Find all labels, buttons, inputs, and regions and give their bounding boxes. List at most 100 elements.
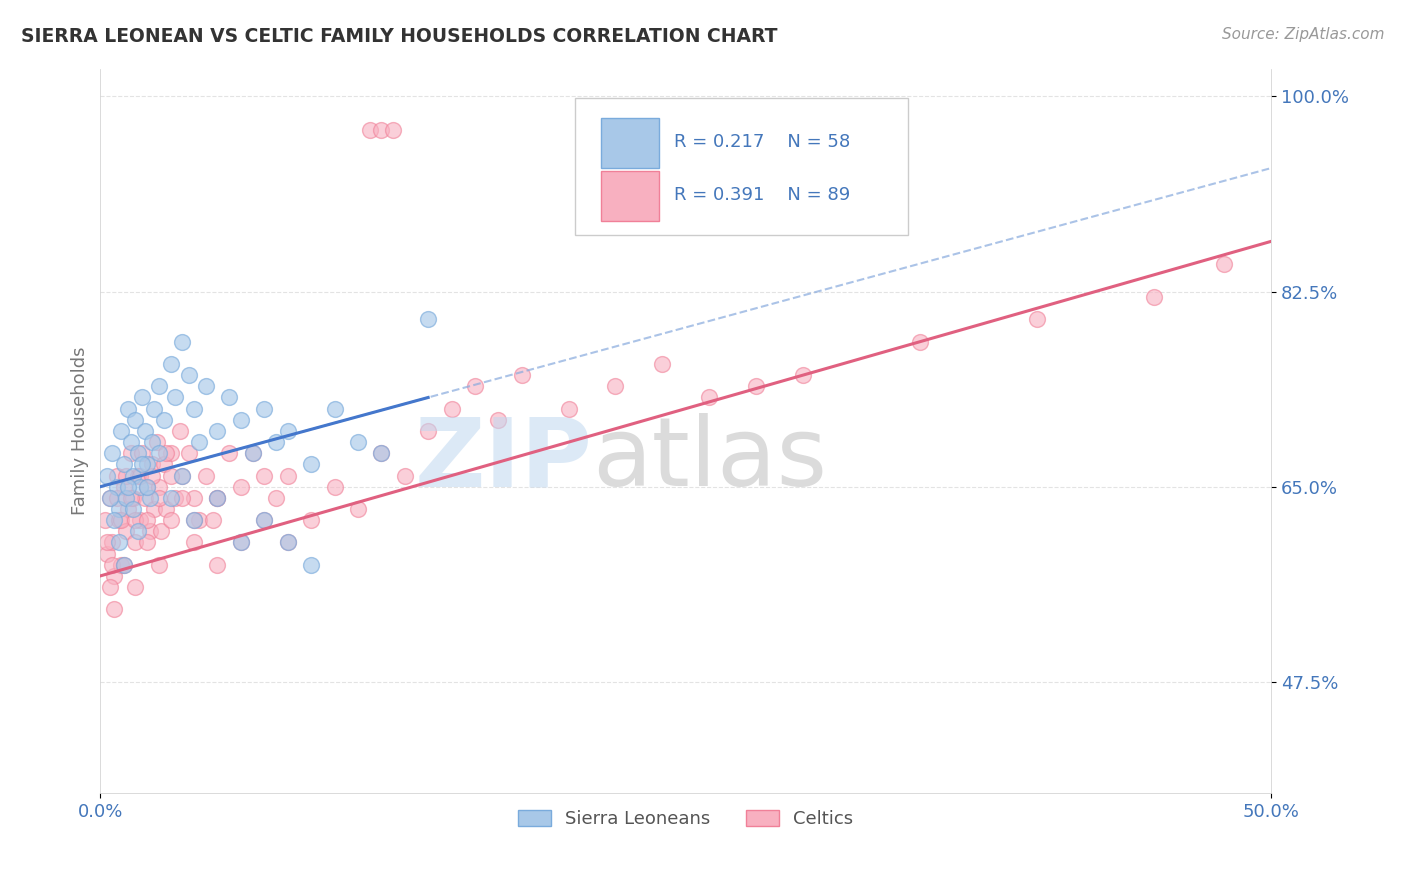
Point [229,480,252,494]
Point [103,513,125,527]
Point [253,401,276,416]
Point [299,458,322,472]
Point [122,491,145,505]
Point [136,480,159,494]
Point [169,424,191,438]
Point [183,513,205,527]
Point [131,391,153,405]
Point [172,468,194,483]
Point [136,535,159,549]
Point [264,491,287,505]
Point [138,491,160,505]
Point [136,480,159,494]
Point [194,468,217,483]
Point [159,468,181,483]
Text: ZIP: ZIP [415,413,592,507]
Point [129,468,152,483]
Point [115,491,138,505]
Point [96,535,118,549]
Point [172,468,194,483]
Point [150,524,173,539]
Point [129,480,152,494]
Point [112,558,135,572]
Point [229,535,252,549]
Point [745,379,768,393]
Y-axis label: Family Households: Family Households [72,347,89,516]
Point [124,535,146,549]
Point [124,580,146,594]
FancyBboxPatch shape [602,170,659,220]
Point [183,491,205,505]
Point [96,547,118,561]
Point [96,468,118,483]
Point [112,558,135,572]
Point [98,491,121,505]
Point [440,401,463,416]
Point [253,513,276,527]
Point [101,558,124,572]
Point [242,446,264,460]
FancyBboxPatch shape [602,118,659,168]
Point [148,491,170,505]
Point [101,446,124,460]
Text: atlas: atlas [592,413,827,507]
Point [105,491,128,505]
Point [159,357,181,371]
Point [299,558,322,572]
Point [117,401,139,416]
Point [207,491,229,505]
Point [105,480,128,494]
Point [187,513,209,527]
Point [131,446,153,460]
Text: R = 0.391    N = 89: R = 0.391 N = 89 [673,186,851,204]
Point [148,379,170,393]
Point [179,368,201,383]
Point [207,491,229,505]
Point [557,401,579,416]
Point [152,413,174,427]
Point [148,558,170,572]
Point [394,468,416,483]
Point [148,446,170,460]
Point [1143,290,1166,304]
Point [115,468,138,483]
Point [172,334,194,349]
Point [120,435,142,450]
Point [117,502,139,516]
Point [207,424,229,438]
Point [605,379,627,393]
Point [253,468,276,483]
Point [145,435,167,450]
Point [110,558,132,572]
Point [122,502,145,516]
Point [370,123,392,137]
Point [98,580,121,594]
Point [141,435,163,450]
Point [179,446,201,460]
Point [127,468,149,483]
Point [277,535,299,549]
Legend: Sierra Leoneans, Celtics: Sierra Leoneans, Celtics [510,802,860,835]
Point [277,468,299,483]
Point [131,458,153,472]
Point [143,401,166,416]
Point [134,424,156,438]
Point [115,524,138,539]
Point [165,391,187,405]
Point [124,513,146,527]
Point [112,480,135,494]
Point [510,368,533,383]
Point [159,513,181,527]
Point [105,468,128,483]
Point [264,435,287,450]
Point [697,391,720,405]
Point [108,535,131,549]
Point [359,123,381,137]
Point [277,535,299,549]
Point [418,312,440,326]
Point [908,334,931,349]
Point [183,513,205,527]
Point [347,435,370,450]
Point [165,491,187,505]
Point [277,424,299,438]
